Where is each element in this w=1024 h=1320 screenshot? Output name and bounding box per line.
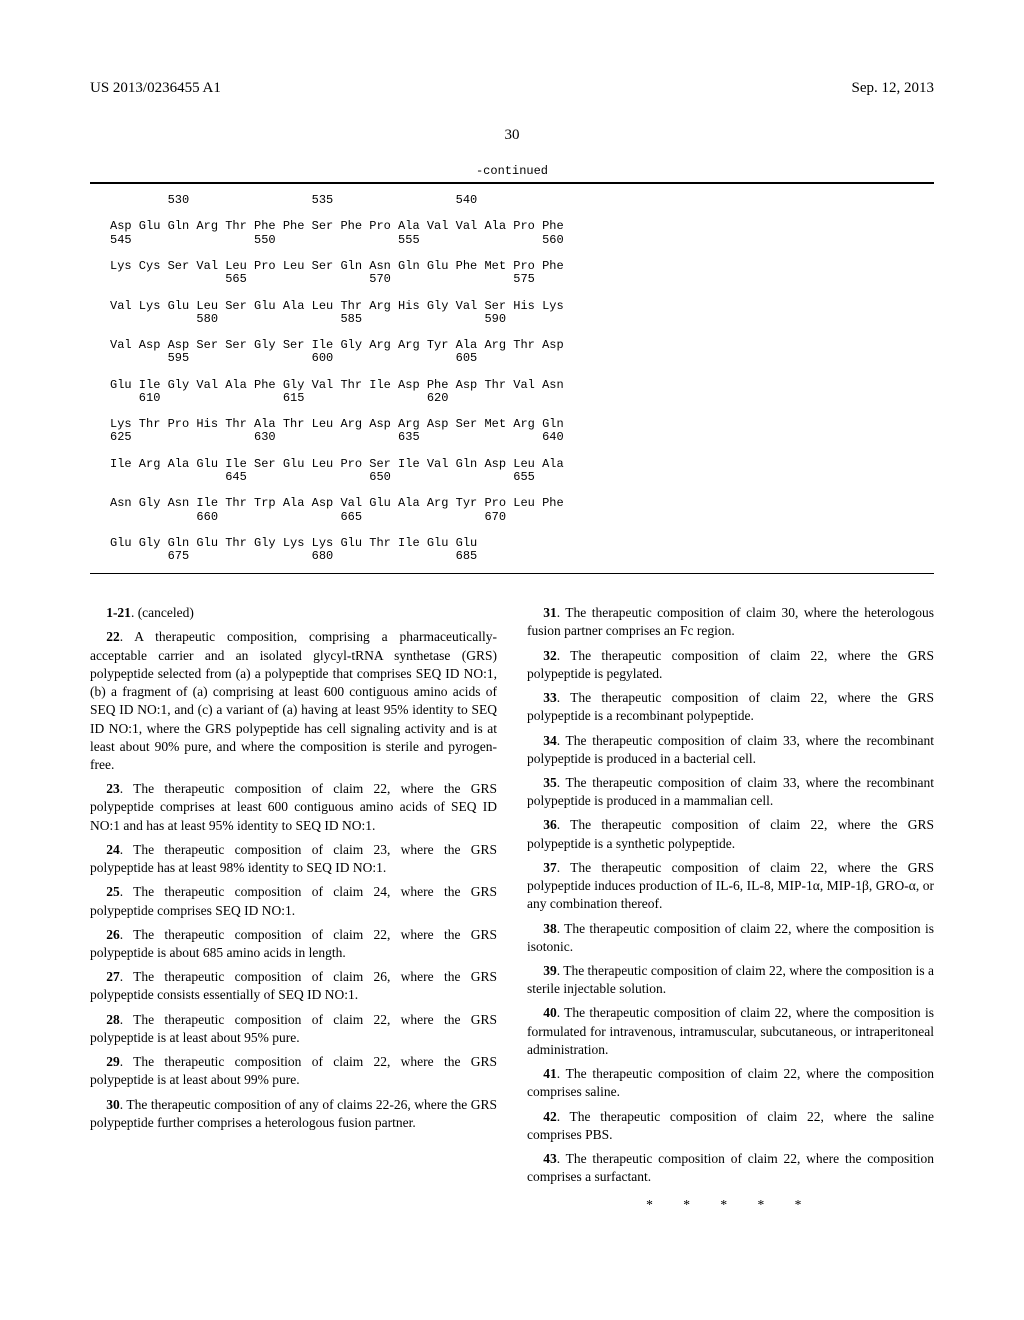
claim-number: 25 (106, 884, 120, 899)
page-header: US 2013/0236455 A1 Sep. 12, 2013 (90, 80, 934, 97)
claim: 30. The therapeutic composition of any o… (90, 1096, 497, 1132)
claim-text: . The therapeutic composition of any of … (90, 1097, 497, 1130)
claims-columns: 1-21. (canceled) 22. A therapeutic compos… (90, 604, 934, 1214)
claim-number: 32 (543, 648, 557, 663)
claim-text: . The therapeutic composition of claim 2… (527, 648, 934, 681)
claim-text: . The therapeutic composition of claim 2… (527, 1066, 934, 1099)
claim-text: . The therapeutic composition of claim 3… (527, 775, 934, 808)
claim-number: 27 (106, 969, 120, 984)
claim: 22. A therapeutic composition, comprisin… (90, 628, 497, 774)
claims-column-right: 31. The therapeutic composition of claim… (527, 604, 934, 1214)
sequence-divider-bottom (90, 573, 934, 574)
claim: 31. The therapeutic composition of claim… (527, 604, 934, 640)
claim-number: 41 (543, 1066, 557, 1081)
claim-number: 23 (106, 781, 120, 796)
claim-text: . The therapeutic composition of claim 2… (527, 1109, 934, 1142)
claim: 43. The therapeutic composition of claim… (527, 1150, 934, 1186)
claim-number: 40 (543, 1005, 557, 1020)
claim: 1-21. (canceled) (90, 604, 497, 622)
sequence-listing: 530 535 540 Asp Glu Gln Arg Thr Phe Phe … (90, 194, 934, 563)
claim-number: 22 (106, 629, 120, 644)
publication-number: US 2013/0236455 A1 (90, 80, 221, 97)
claim-text: . The therapeutic composition of claim 2… (90, 884, 497, 917)
end-mark: * * * * * (527, 1196, 934, 1214)
claim-number: 26 (106, 927, 120, 942)
claim: 27. The therapeutic composition of claim… (90, 968, 497, 1004)
claim-number: 36 (543, 817, 557, 832)
claim-text: . The therapeutic composition of claim 2… (527, 921, 934, 954)
claim: 34. The therapeutic composition of claim… (527, 732, 934, 768)
claim: 28. The therapeutic composition of claim… (90, 1011, 497, 1047)
claim-number: 24 (106, 842, 120, 857)
claim: 38. The therapeutic composition of claim… (527, 920, 934, 956)
claim-number: 39 (543, 963, 557, 978)
claim: 35. The therapeutic composition of claim… (527, 774, 934, 810)
claim: 23. The therapeutic composition of claim… (90, 780, 497, 835)
page-number: 30 (90, 127, 934, 144)
claim: 33. The therapeutic composition of claim… (527, 689, 934, 725)
claim: 37. The therapeutic composition of claim… (527, 859, 934, 914)
claim-text: . The therapeutic composition of claim 2… (527, 817, 934, 850)
claim-number: 1-21 (106, 605, 131, 620)
claim-text: . The therapeutic composition of claim 2… (527, 860, 934, 911)
claim-number: 43 (543, 1151, 557, 1166)
patent-page: US 2013/0236455 A1 Sep. 12, 2013 30 -con… (0, 0, 1024, 1275)
claim-number: 29 (106, 1054, 120, 1069)
claim: 42. The therapeutic composition of claim… (527, 1108, 934, 1144)
claim-text: . The therapeutic composition of claim 2… (90, 1012, 497, 1045)
claim-text: . The therapeutic composition of claim 2… (90, 1054, 497, 1087)
sequence-divider-top (90, 182, 934, 184)
claim-text: . The therapeutic composition of claim 3… (527, 605, 934, 638)
claim: 36. The therapeutic composition of claim… (527, 816, 934, 852)
publication-date: Sep. 12, 2013 (852, 80, 935, 97)
claim-text: . The therapeutic composition of claim 2… (90, 842, 497, 875)
claim-number: 37 (543, 860, 557, 875)
claim-number: 28 (106, 1012, 120, 1027)
claim-number: 38 (543, 921, 557, 936)
claim-number: 35 (543, 775, 557, 790)
claim-text: . (canceled) (131, 605, 194, 620)
claim-text: . The therapeutic composition of claim 3… (527, 733, 934, 766)
claim-text: . The therapeutic composition of claim 2… (527, 1005, 934, 1056)
claim-number: 30 (106, 1097, 120, 1112)
claim-number: 33 (543, 690, 557, 705)
claim-text: . The therapeutic composition of claim 2… (90, 927, 497, 960)
claim-text: . The therapeutic composition of claim 2… (90, 969, 497, 1002)
claim: 24. The therapeutic composition of claim… (90, 841, 497, 877)
claim: 26. The therapeutic composition of claim… (90, 926, 497, 962)
claim-text: . The therapeutic composition of claim 2… (527, 690, 934, 723)
claim-number: 31 (543, 605, 557, 620)
claim-text: . The therapeutic composition of claim 2… (527, 963, 934, 996)
claims-column-left: 1-21. (canceled) 22. A therapeutic compos… (90, 604, 497, 1214)
claim-text: . The therapeutic composition of claim 2… (90, 781, 497, 832)
continued-label: -continued (90, 164, 934, 178)
claim-text: . The therapeutic composition of claim 2… (527, 1151, 934, 1184)
claim-number: 34 (543, 733, 557, 748)
claim-number: 42 (543, 1109, 557, 1124)
claim: 39. The therapeutic composition of claim… (527, 962, 934, 998)
claim: 29. The therapeutic composition of claim… (90, 1053, 497, 1089)
claim-text: . A therapeutic composition, comprising … (90, 629, 497, 772)
claim: 41. The therapeutic composition of claim… (527, 1065, 934, 1101)
claim: 25. The therapeutic composition of claim… (90, 883, 497, 919)
claim: 32. The therapeutic composition of claim… (527, 647, 934, 683)
claim: 40. The therapeutic composition of claim… (527, 1004, 934, 1059)
